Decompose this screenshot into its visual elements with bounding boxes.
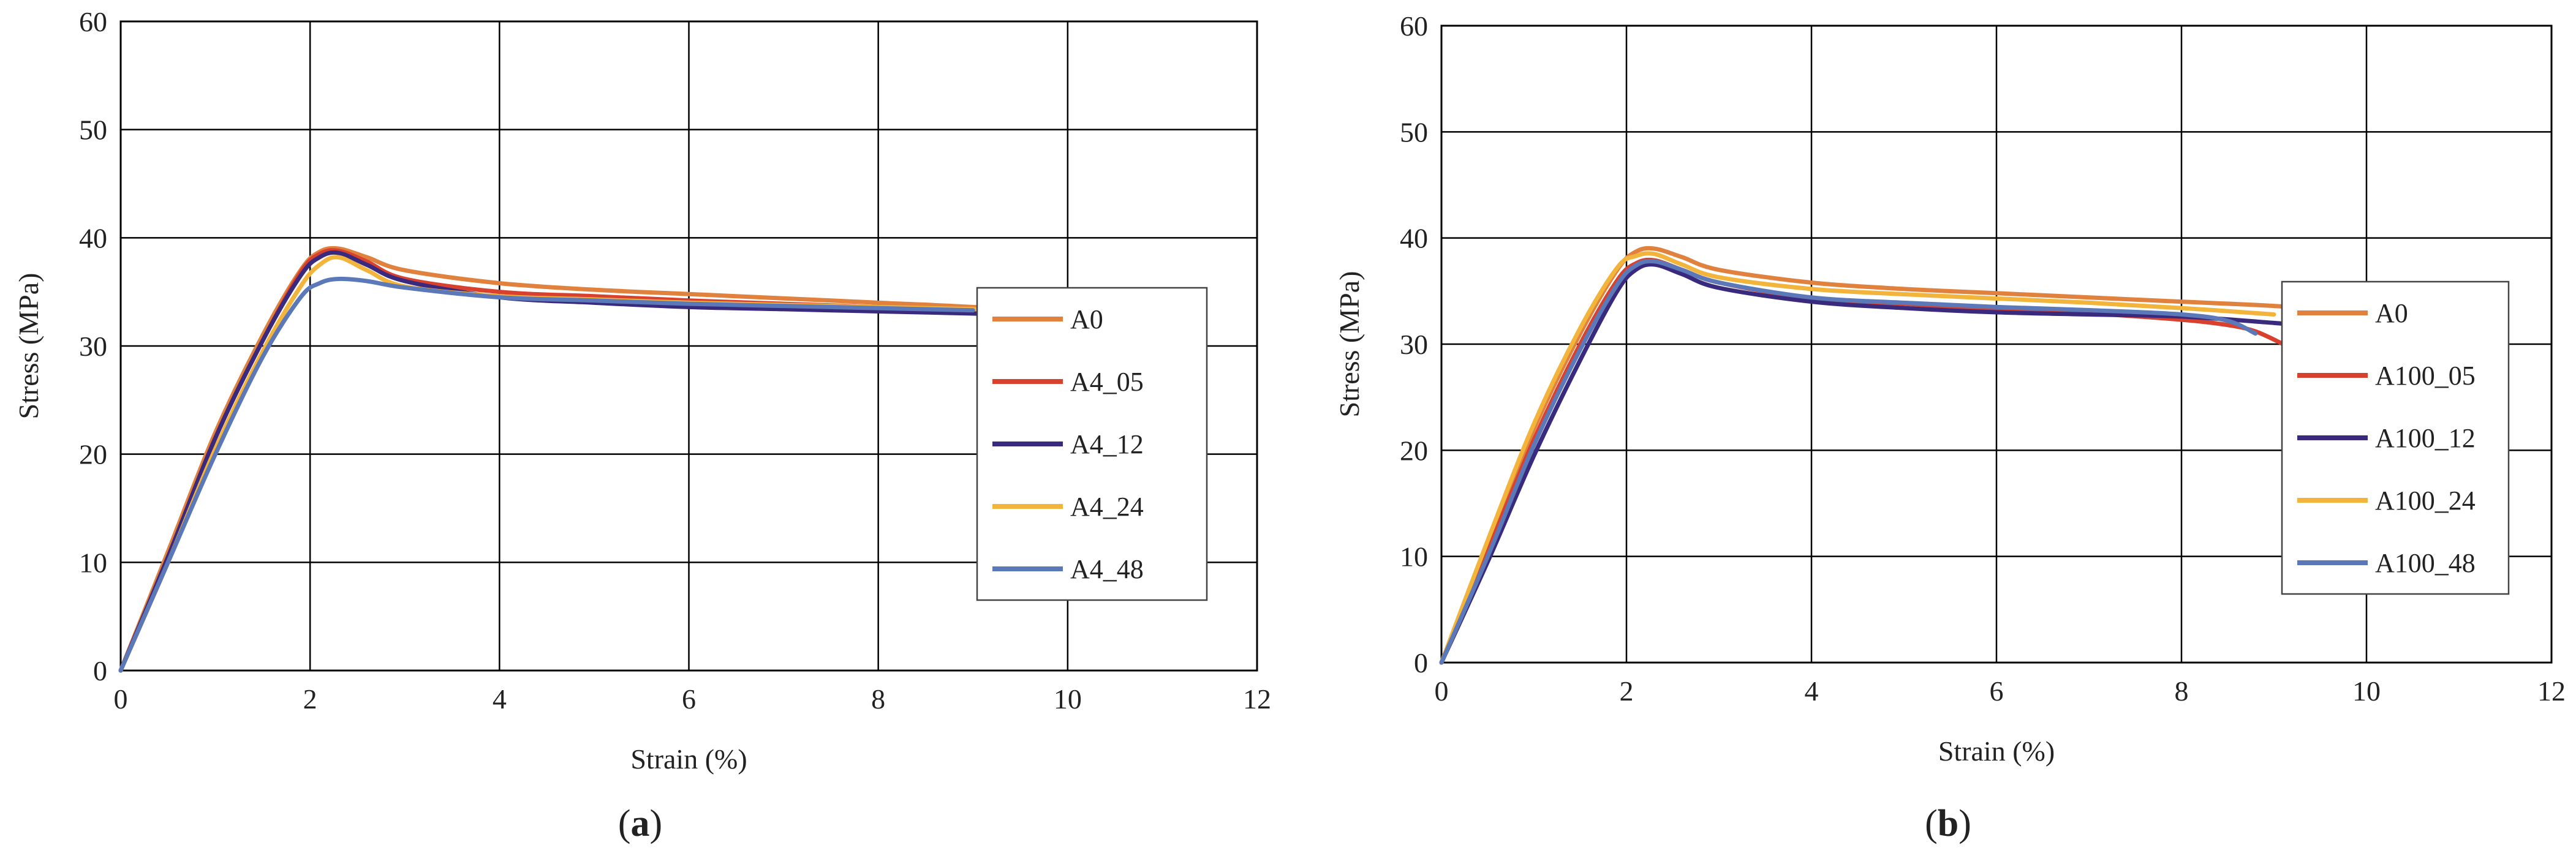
chart-panel-b: 0 2 4 6 8 10 12 0 10 20 30 40 50 60 Strain (%) Stress (… — [1334, 10, 2566, 844]
x-tick-label: 0 — [1435, 675, 1449, 707]
legend-label: A100_05 — [2375, 361, 2476, 391]
legend-label: A4_24 — [1070, 492, 1144, 522]
x-tick-label: 10 — [1054, 683, 1082, 715]
caption-close-paren: ) — [650, 803, 663, 844]
legend-label: A4_05 — [1070, 367, 1144, 397]
x-axis-title: Strain (%) — [630, 743, 747, 775]
y-tick-label: 30 — [79, 331, 107, 362]
caption-open-paren: ( — [1925, 803, 1938, 844]
series-line-a4_12 — [118, 250, 1070, 673]
plot-frame — [1440, 24, 2553, 664]
x-tick-label: 4 — [1805, 675, 1819, 707]
x-tick-label: 0 — [114, 683, 128, 715]
x-tick-label: 2 — [1620, 675, 1634, 707]
panel-caption: (a) — [618, 803, 662, 844]
y-tick-label: 0 — [1414, 647, 1428, 678]
legend-label: A0 — [2375, 298, 2408, 328]
legend-label: A0 — [1070, 304, 1103, 334]
series-line-a100_12 — [1439, 262, 2287, 665]
legend-label: A100_48 — [2375, 548, 2476, 578]
caption-letter: b — [1938, 803, 1958, 844]
y-tick-label: 50 — [79, 115, 107, 146]
x-tick-label: 8 — [871, 683, 885, 715]
chart-panel-a: 0 2 4 6 8 10 12 0 10 20 30 40 50 60 Strain (%) Stress (… — [13, 6, 1271, 844]
series-line-a4_48 — [118, 276, 975, 673]
x-tick-label: 6 — [682, 683, 696, 715]
y-tick-label: 10 — [1400, 541, 1428, 573]
series-line-a0 — [118, 246, 1070, 673]
x-tick-label: 12 — [1243, 683, 1271, 715]
x-tick-label: 10 — [2352, 675, 2381, 707]
plot-frame — [119, 20, 1258, 672]
y-tick-label: 10 — [79, 547, 107, 578]
x-tick-label: 2 — [303, 683, 317, 715]
y-tick-label: 20 — [1400, 435, 1428, 466]
series-line-a4_24 — [118, 255, 1070, 673]
x-tick-label: 4 — [493, 683, 507, 715]
y-tick-label: 20 — [79, 439, 107, 470]
y-tick-label: 40 — [79, 222, 107, 254]
y-tick-label: 0 — [93, 655, 107, 686]
x-tick-label: 8 — [2175, 675, 2189, 707]
series-line-a100_48 — [1439, 259, 2258, 665]
x-tick-label: 12 — [2537, 675, 2566, 707]
series-line-a100_05 — [1439, 257, 2286, 665]
legend-label: A100_24 — [2375, 486, 2476, 516]
legend-label: A4_12 — [1070, 429, 1144, 459]
caption-close-paren: ) — [1958, 803, 1971, 844]
x-tick-label: 6 — [1990, 675, 2004, 707]
y-axis-title: Stress (MPa) — [13, 273, 44, 419]
y-tick-label: 40 — [1400, 223, 1428, 254]
series-line-a100_24 — [1439, 251, 2276, 665]
panel-caption: (b) — [1925, 803, 1971, 844]
y-tick-label: 60 — [1400, 10, 1428, 42]
caption-open-paren: ( — [618, 803, 631, 844]
y-tick-label: 30 — [1400, 329, 1428, 360]
x-axis-title: Strain (%) — [1938, 735, 2055, 767]
legend-label: A100_12 — [2375, 423, 2476, 453]
y-tick-label: 60 — [79, 6, 107, 37]
legend-label: A4_48 — [1070, 554, 1144, 584]
y-tick-label: 50 — [1400, 116, 1428, 148]
y-axis-title: Stress (MPa) — [1334, 271, 1365, 418]
caption-letter: a — [631, 803, 650, 844]
